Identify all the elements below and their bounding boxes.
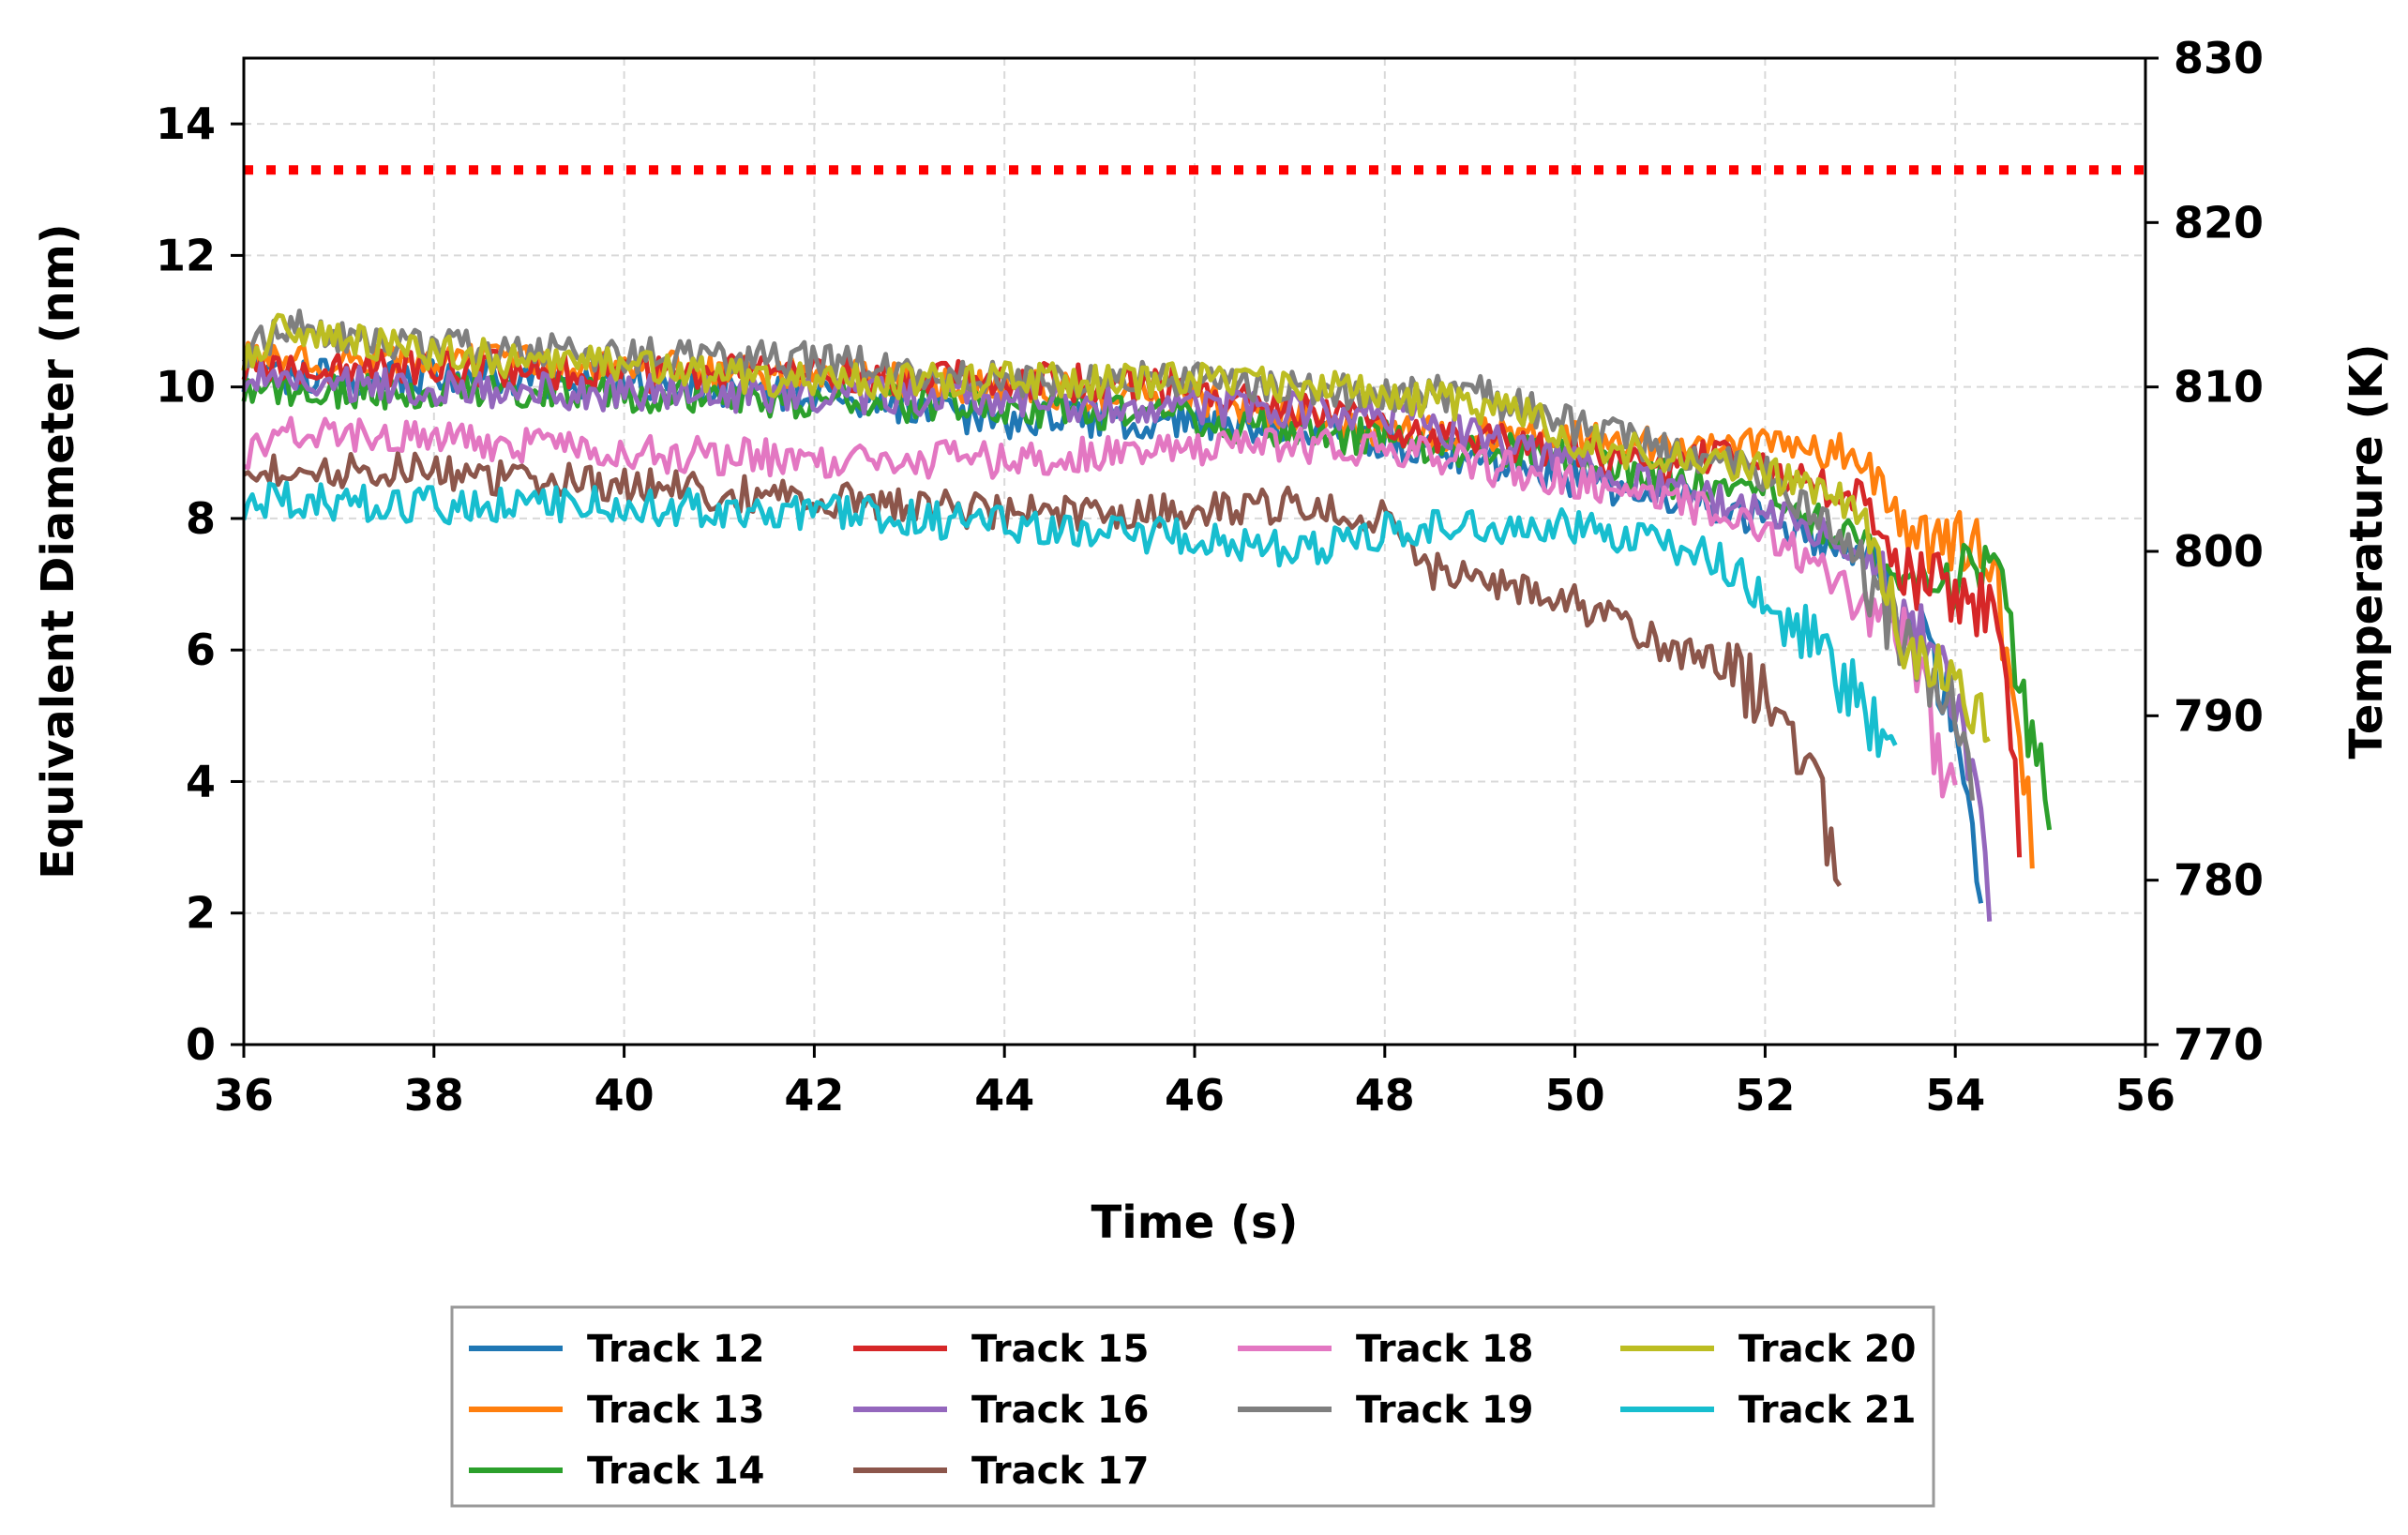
legend-label: Track 20	[1738, 1328, 1917, 1371]
legend-item: Track 20	[1620, 1328, 1917, 1371]
legend-label: Track 16	[971, 1389, 1150, 1432]
legend-label: Track 14	[587, 1450, 765, 1493]
y-tick-label: 8	[186, 493, 216, 544]
series-line-7	[243, 415, 1958, 799]
legend-label: Track 12	[587, 1328, 765, 1371]
y2-tick-label: 790	[2174, 690, 2264, 741]
y-tick-label: 2	[186, 888, 216, 939]
grid-layer	[244, 58, 2145, 1045]
y-axis-label: Equivalent Diameter (nm)	[32, 223, 84, 880]
series-line-4	[241, 348, 2023, 858]
x-axis-label: Time (s)	[1091, 1196, 1299, 1249]
y2-tick-label: 800	[2174, 526, 2264, 577]
y2-axis-label: Temperature (K)	[2340, 343, 2393, 759]
y-tick-label: 14	[156, 98, 216, 149]
y-tick-label: 0	[186, 1019, 216, 1070]
y2-tick-label: 810	[2174, 362, 2264, 413]
legend-label: Track 17	[971, 1450, 1150, 1493]
y2-tick-label: 830	[2174, 33, 2264, 83]
x-tick-label: 52	[1735, 1070, 1795, 1121]
legend-item: Track 14	[469, 1450, 765, 1493]
x-tick-label: 56	[2115, 1070, 2175, 1121]
x-tick-label: 38	[404, 1070, 464, 1121]
series-line-3	[241, 370, 2053, 831]
x-tick-label: 50	[1545, 1070, 1605, 1121]
x-tick-label: 48	[1355, 1070, 1415, 1121]
legend-item: Track 13	[469, 1389, 765, 1432]
legend-item: Track 18	[1238, 1328, 1534, 1371]
legend-item: Track 16	[853, 1389, 1150, 1432]
y2-tick-label: 820	[2174, 197, 2264, 248]
legend-item: Track 12	[469, 1328, 765, 1371]
legend-item: Track 15	[853, 1328, 1150, 1371]
x-tick-label: 36	[214, 1070, 274, 1121]
legend-label: Track 18	[1356, 1328, 1534, 1371]
legend-item: Track 17	[853, 1450, 1150, 1493]
legend-label: Track 15	[971, 1328, 1150, 1371]
y-tick-label: 4	[186, 756, 216, 806]
y-tick-label: 6	[186, 625, 216, 675]
x-tick-label: 54	[1925, 1070, 1985, 1121]
y-tick-label: 10	[156, 362, 216, 413]
legend-label: Track 19	[1356, 1389, 1534, 1432]
series-line-9	[241, 312, 1991, 744]
legend-label: Track 13	[587, 1389, 765, 1432]
x-tick-label: 42	[784, 1070, 844, 1121]
legend-item: Track 21	[1620, 1389, 1917, 1432]
x-tick-label: 44	[974, 1070, 1034, 1121]
y2-tick-label: 780	[2174, 855, 2264, 906]
series-line-6	[242, 450, 1843, 888]
legend-items: Track 12 Track 13 Track 14 Track 15 Track 16…	[469, 1328, 1917, 1493]
x-tick-label: 40	[594, 1070, 655, 1121]
series-layer	[241, 309, 2053, 922]
series-line-10	[241, 480, 1898, 759]
y-tick-label: 12	[156, 230, 216, 280]
legend-item: Track 19	[1238, 1389, 1534, 1432]
legend: Track 12 Track 13 Track 14 Track 15 Track 16…	[450, 1305, 1935, 1508]
y2-tick-label: 770	[2174, 1019, 2264, 1070]
x-tick-label: 46	[1165, 1070, 1225, 1121]
ticks-layer: 36 38 40 42 44 46 48 50 52 54 56024681012147707807…	[156, 33, 2264, 1121]
legend-label: Track 21	[1738, 1389, 1917, 1432]
